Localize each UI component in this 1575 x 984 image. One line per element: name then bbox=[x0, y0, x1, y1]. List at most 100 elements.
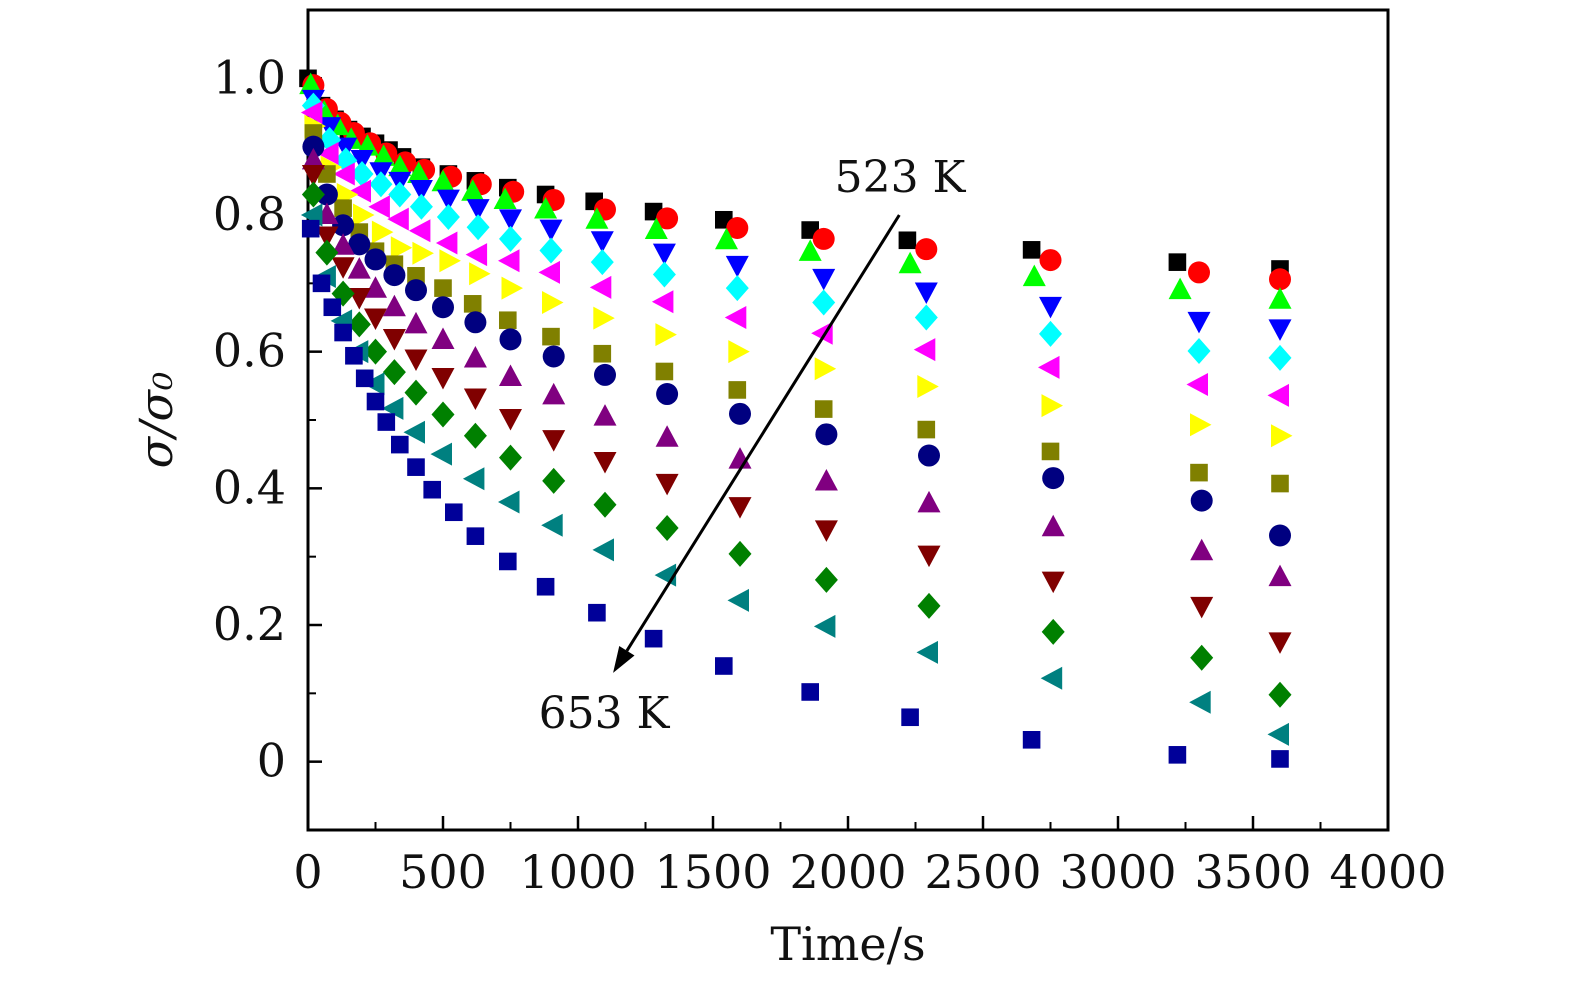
data-point bbox=[434, 279, 452, 297]
data-point bbox=[350, 149, 374, 172]
data-point bbox=[1268, 287, 1292, 309]
data-point bbox=[1041, 618, 1065, 645]
data-point bbox=[814, 520, 838, 542]
data-point bbox=[585, 207, 609, 229]
data-point bbox=[364, 248, 387, 271]
x-axis-ticks: 0 500 1000 1500 2000 2500 3000 3500 4000 bbox=[293, 816, 1447, 899]
data-point bbox=[542, 430, 566, 452]
data-point bbox=[445, 503, 463, 522]
data-point bbox=[501, 276, 523, 300]
data-point bbox=[814, 357, 837, 381]
data-point bbox=[898, 231, 917, 250]
annotation-653k: 653 K bbox=[539, 688, 671, 739]
data-point bbox=[331, 233, 355, 255]
data-point bbox=[652, 261, 676, 288]
data-point bbox=[590, 231, 614, 253]
data-point bbox=[334, 199, 352, 217]
data-point bbox=[1269, 524, 1291, 547]
data-point bbox=[644, 217, 668, 240]
data-point bbox=[430, 442, 452, 466]
data-point bbox=[728, 540, 752, 567]
data-point bbox=[404, 379, 428, 406]
data-point bbox=[423, 480, 441, 499]
data-point bbox=[1190, 489, 1213, 512]
data-point bbox=[371, 220, 394, 244]
data-point bbox=[538, 260, 560, 284]
y-axis-label: σ/σ₀ bbox=[129, 372, 183, 469]
data-point bbox=[1186, 372, 1208, 396]
data-point bbox=[435, 231, 458, 255]
data-point bbox=[593, 404, 617, 426]
data-point bbox=[317, 142, 339, 165]
data-point bbox=[589, 275, 612, 299]
data-point bbox=[499, 328, 522, 351]
data-point bbox=[404, 311, 428, 334]
data-point bbox=[588, 603, 606, 622]
data-point bbox=[499, 408, 522, 431]
data-point bbox=[301, 165, 325, 187]
data-point bbox=[918, 444, 940, 467]
data-point bbox=[347, 257, 371, 279]
data-point bbox=[542, 382, 566, 405]
data-point bbox=[656, 207, 679, 230]
data-point bbox=[462, 467, 485, 491]
annotation-523k: 523 K bbox=[835, 152, 967, 203]
x-axis-label: Time/s bbox=[770, 917, 925, 971]
data-point bbox=[1268, 632, 1292, 654]
data-point bbox=[318, 165, 336, 183]
data-point bbox=[369, 171, 393, 198]
data-point bbox=[1041, 442, 1060, 461]
data-point bbox=[590, 249, 614, 276]
data-point bbox=[814, 469, 838, 491]
data-point bbox=[917, 375, 939, 399]
data-point bbox=[917, 490, 941, 513]
data-point bbox=[315, 226, 339, 248]
data-point bbox=[461, 179, 485, 201]
x-tick-label: 1000 bbox=[519, 845, 636, 899]
data-point bbox=[353, 203, 375, 227]
data-point bbox=[651, 290, 674, 314]
data-point bbox=[593, 491, 617, 518]
data-point bbox=[409, 180, 433, 202]
data-point bbox=[405, 279, 427, 302]
data-point bbox=[299, 72, 323, 95]
data-point bbox=[1190, 413, 1212, 437]
data-point bbox=[381, 396, 404, 420]
data-point bbox=[1271, 474, 1289, 493]
y-tick-label: 0 bbox=[257, 734, 286, 788]
data-point bbox=[499, 225, 522, 252]
data-point bbox=[898, 251, 922, 274]
data-point bbox=[727, 588, 749, 612]
data-point bbox=[728, 381, 747, 399]
data-point bbox=[493, 187, 517, 209]
data-point bbox=[798, 239, 822, 261]
data-point bbox=[542, 467, 566, 494]
data-point bbox=[301, 181, 325, 208]
data-point bbox=[315, 239, 339, 266]
data-point bbox=[655, 425, 679, 447]
data-point bbox=[345, 346, 363, 365]
data-point bbox=[916, 640, 938, 664]
data-point bbox=[466, 199, 490, 221]
data-point bbox=[499, 209, 522, 231]
arrow-shaft bbox=[625, 214, 901, 652]
data-point bbox=[1267, 383, 1289, 407]
data-point bbox=[1022, 731, 1041, 749]
data-point bbox=[466, 214, 490, 241]
data-point bbox=[715, 227, 738, 250]
data-point bbox=[412, 241, 434, 265]
data-point bbox=[382, 329, 406, 351]
data-point bbox=[388, 154, 412, 177]
data-point bbox=[498, 249, 520, 273]
data-point bbox=[499, 311, 517, 330]
data-point bbox=[1271, 750, 1289, 768]
data-point bbox=[542, 327, 560, 346]
data-point bbox=[403, 420, 425, 444]
data-point bbox=[302, 135, 325, 158]
data-point bbox=[655, 514, 679, 541]
data-point bbox=[347, 311, 371, 338]
data-point bbox=[729, 402, 751, 425]
y-tick-label: 1.0 bbox=[213, 50, 286, 104]
data-point bbox=[315, 183, 338, 206]
data-point bbox=[348, 233, 371, 256]
